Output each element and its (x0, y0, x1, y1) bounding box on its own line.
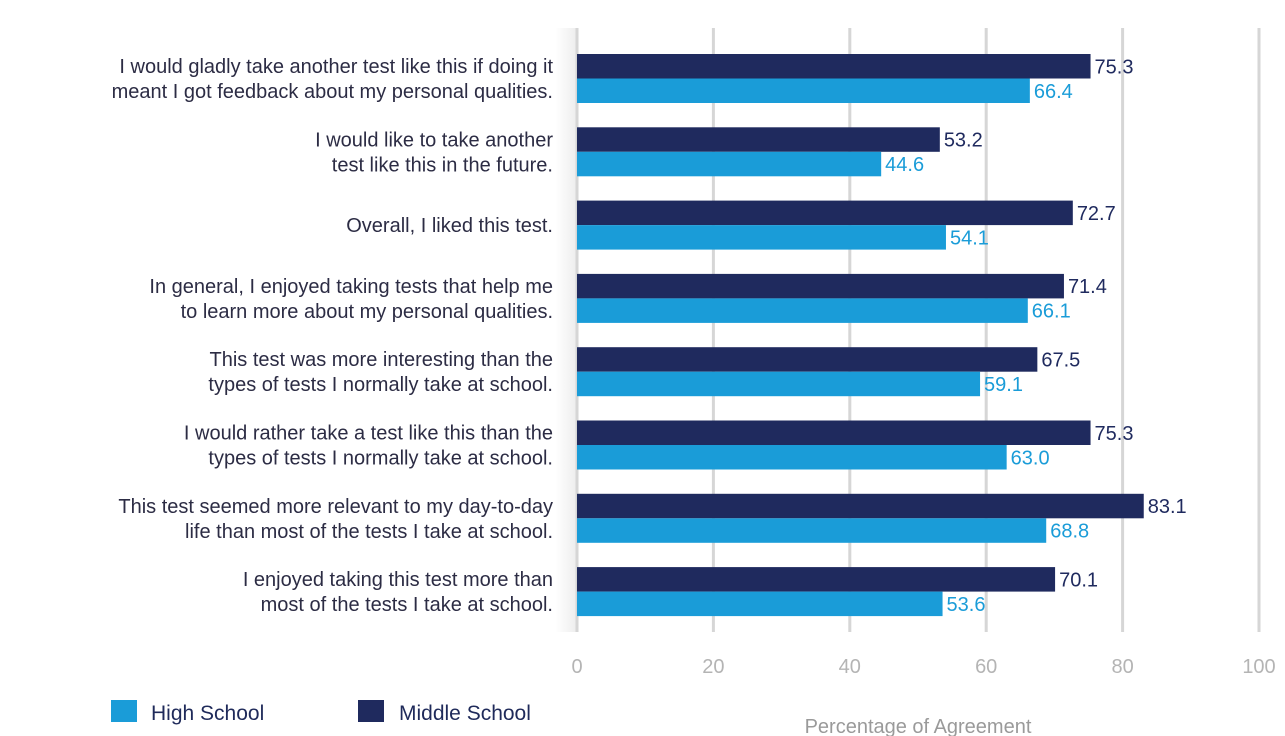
category-label: I would rather take a test like this tha… (184, 423, 553, 445)
x-tick-label: 0 (571, 656, 582, 678)
x-axis-title: Percentage of Agreement (805, 716, 1032, 736)
x-tick-label: 60 (975, 656, 997, 678)
data-label: 53.2 (944, 130, 983, 152)
x-tick-label: 80 (1111, 656, 1133, 678)
data-label: 63.0 (1011, 447, 1050, 469)
bar-middle-school (577, 420, 1091, 445)
data-label: 83.1 (1148, 496, 1187, 518)
bar-high-school (577, 591, 943, 617)
data-label: 54.1 (950, 227, 989, 249)
category-labels: I would gladly take another test like th… (112, 56, 554, 616)
category-label: types of tests I normally take at school… (208, 448, 553, 470)
x-tick-label: 40 (839, 656, 861, 678)
data-label: 68.8 (1050, 521, 1089, 543)
bar-middle-school (577, 200, 1073, 226)
axis-shadow (555, 28, 577, 632)
category-label: This test seemed more relevant to my day… (118, 496, 553, 518)
category-label: meant I got feedback about my personal q… (112, 81, 553, 103)
bar-high-school (577, 298, 1028, 323)
bar-high-school (577, 445, 1007, 470)
data-label: 44.6 (885, 154, 924, 176)
category-label: types of tests I normally take at school… (208, 374, 553, 396)
data-label: 66.4 (1034, 81, 1073, 103)
data-label: 67.5 (1041, 349, 1080, 371)
category-label: to learn more about my personal qualitie… (181, 301, 553, 323)
x-tick-label: 20 (702, 656, 724, 678)
legend-label: High School (151, 702, 264, 725)
data-label: 75.3 (1095, 423, 1134, 445)
data-label: 59.1 (984, 374, 1023, 396)
x-axis-ticks: 0 20 40 60 80 100 (571, 656, 1275, 678)
legend: High School Middle School (111, 700, 531, 725)
bar-middle-school (577, 127, 940, 152)
bar-middle-school (577, 493, 1144, 519)
legend-swatch (358, 700, 384, 722)
data-label: 75.3 (1095, 56, 1134, 78)
data-label: 72.7 (1077, 203, 1116, 225)
category-label: I would gladly take another test like th… (119, 56, 553, 78)
x-tick-label: 100 (1242, 656, 1275, 678)
category-label: test like this in the future. (332, 154, 553, 176)
bar-high-school (577, 151, 882, 177)
bar-high-school (577, 518, 1047, 543)
data-label: 66.1 (1032, 301, 1071, 323)
legend-swatch (111, 700, 137, 722)
bar-high-school (577, 78, 1030, 103)
bar-middle-school (577, 347, 1038, 372)
bar-high-school (577, 225, 946, 250)
bar-high-school (577, 371, 981, 397)
bar-middle-school (577, 54, 1091, 79)
data-label: 70.1 (1059, 569, 1098, 591)
legend-label: Middle School (399, 702, 531, 725)
bar-middle-school (577, 273, 1064, 299)
category-label: life than most of the tests I take at sc… (185, 521, 553, 543)
data-label: 71.4 (1068, 276, 1107, 298)
category-label: In general, I enjoyed taking tests that … (149, 276, 553, 298)
category-label: I enjoyed taking this test more than (243, 569, 553, 591)
category-label: I would like to take another (315, 129, 553, 151)
category-label: most of the tests I take at school. (261, 594, 553, 616)
bars: 75.3 66.4 53.2 44.6 72.7 54.1 71.4 66.1 67.5 59.1… (577, 54, 1187, 617)
category-label: Overall, I liked this test. (346, 215, 553, 237)
bar-middle-school (577, 567, 1056, 592)
data-label: 53.6 (947, 594, 986, 616)
category-label: This test was more interesting than the (210, 349, 554, 371)
